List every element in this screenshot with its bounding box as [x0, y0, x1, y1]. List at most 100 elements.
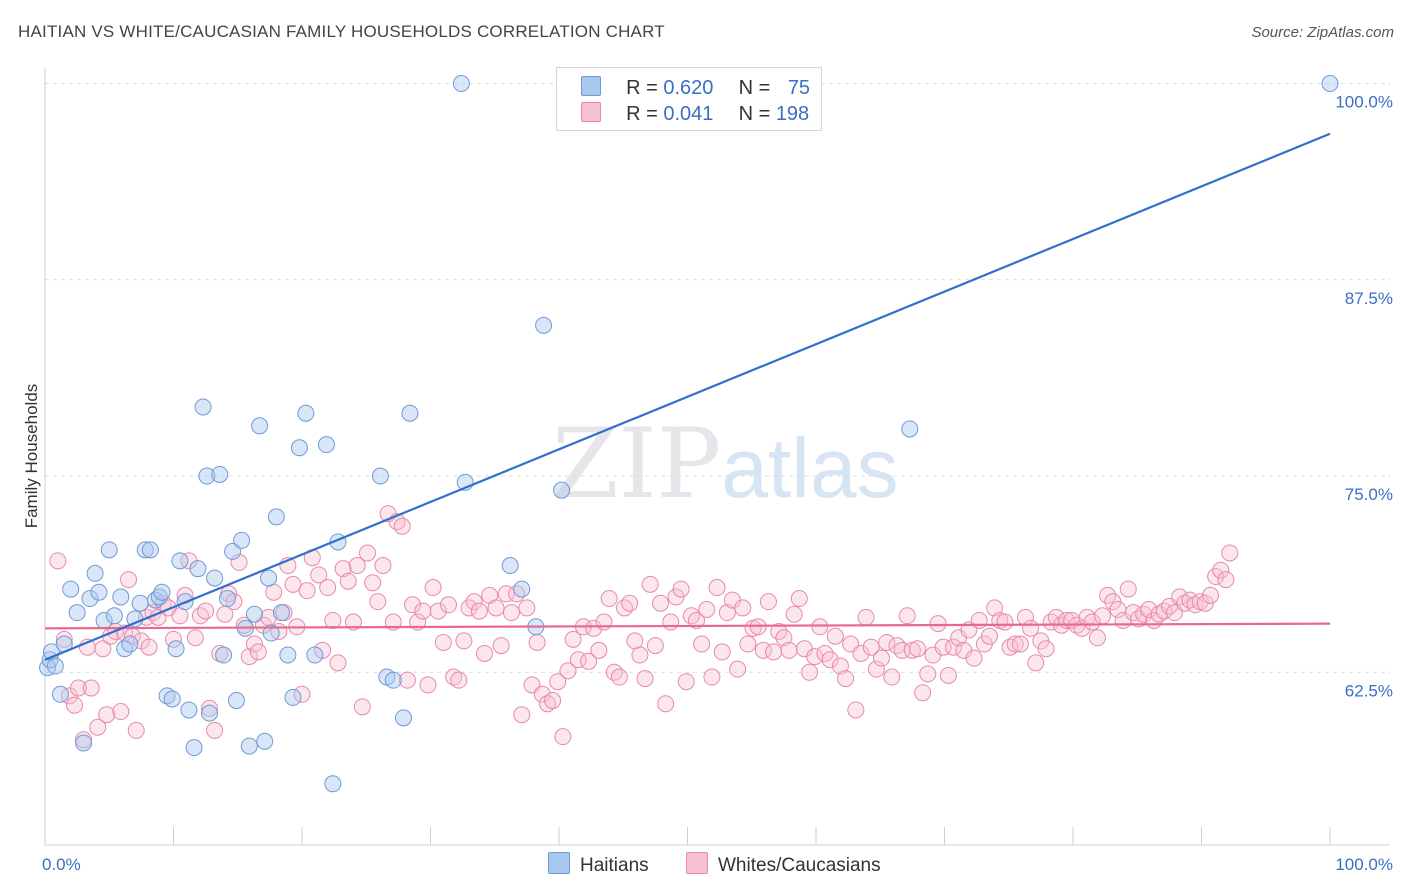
data-point — [909, 640, 927, 658]
data-point — [739, 635, 757, 653]
data-point — [384, 671, 402, 689]
data-point — [919, 665, 937, 683]
trend-line — [44, 622, 1331, 630]
legend-n-value: 75 — [787, 77, 811, 99]
data-point — [211, 465, 229, 483]
data-point — [116, 640, 134, 658]
data-point — [657, 695, 675, 713]
bottom-legend-whites: Whites/Caucasians — [686, 852, 881, 877]
data-point — [605, 663, 623, 681]
data-point — [616, 599, 634, 617]
data-point — [290, 439, 308, 457]
data-point — [189, 560, 207, 578]
data-point — [171, 552, 189, 570]
legend-n-value: 198 — [775, 103, 810, 125]
data-point — [944, 638, 962, 656]
data-point — [206, 721, 224, 739]
data-point — [1212, 561, 1230, 579]
data-point — [401, 404, 419, 422]
data-point — [1135, 605, 1153, 623]
trend-line — [44, 132, 1331, 661]
data-point — [364, 574, 382, 592]
data-point — [487, 599, 505, 617]
data-point — [191, 607, 209, 625]
data-point — [112, 703, 130, 721]
data-point — [1221, 544, 1239, 562]
data-point — [1217, 571, 1235, 589]
data-point — [120, 571, 138, 589]
data-point — [245, 605, 263, 623]
data-point — [369, 593, 387, 611]
data-point — [559, 662, 577, 680]
data-point — [439, 596, 457, 614]
data-point — [1119, 580, 1137, 598]
data-point — [194, 398, 212, 416]
data-point — [395, 709, 413, 727]
data-point — [939, 666, 957, 684]
bottom-legend-swatch-whites — [686, 852, 708, 874]
data-point — [131, 594, 149, 612]
data-point — [652, 594, 670, 612]
data-point — [419, 676, 437, 694]
data-point — [251, 417, 269, 435]
data-point — [497, 585, 515, 603]
data-point — [729, 660, 747, 678]
data-point — [200, 699, 218, 717]
data-point — [105, 607, 123, 625]
data-point — [580, 652, 598, 670]
data-point — [513, 580, 531, 598]
data-point — [554, 728, 572, 746]
legend-r-value: 0.620 — [663, 77, 714, 99]
legend-r-label: R = — [626, 103, 664, 125]
data-point — [51, 685, 69, 703]
data-point — [595, 613, 613, 631]
data-point — [682, 607, 700, 625]
data-point — [197, 602, 215, 620]
data-point — [98, 706, 116, 724]
data-point — [508, 585, 526, 603]
data-point — [136, 541, 154, 559]
data-point — [167, 640, 185, 658]
data-point — [1027, 654, 1045, 672]
data-point — [703, 668, 721, 686]
data-point — [538, 695, 556, 713]
legend-row-whites: R = 0.041 N = 198 — [581, 102, 809, 126]
data-point — [837, 670, 855, 688]
data-point — [785, 605, 803, 623]
data-point — [641, 575, 659, 593]
legend-n-label: N = — [738, 77, 776, 99]
data-point — [1006, 635, 1024, 653]
data-point — [267, 508, 285, 526]
data-point — [564, 630, 582, 648]
bottom-legend-swatch-haitians — [548, 852, 570, 874]
data-point — [293, 685, 311, 703]
bottom-legend-label: Whites/Caucasians — [718, 855, 881, 876]
data-point — [298, 582, 316, 600]
data-point — [590, 641, 608, 659]
data-point — [165, 630, 182, 648]
data-point — [914, 684, 932, 702]
data-point — [986, 599, 1004, 617]
data-point — [878, 633, 896, 651]
data-point — [200, 704, 218, 722]
data-point — [359, 544, 377, 562]
data-point — [334, 560, 352, 578]
data-point — [434, 633, 452, 651]
data-point — [206, 569, 224, 587]
data-point — [535, 316, 553, 334]
data-point — [374, 557, 392, 575]
data-point — [256, 732, 274, 750]
data-point — [852, 644, 870, 662]
data-point — [883, 668, 901, 686]
data-point — [450, 671, 468, 689]
data-point — [55, 630, 73, 648]
data-point — [996, 613, 1014, 631]
data-point — [662, 613, 680, 631]
data-point — [344, 613, 362, 631]
data-point — [501, 557, 519, 575]
data-point — [513, 706, 531, 724]
data-point — [75, 734, 93, 752]
data-point — [324, 611, 342, 629]
data-point — [233, 531, 251, 549]
data-point — [81, 590, 99, 608]
